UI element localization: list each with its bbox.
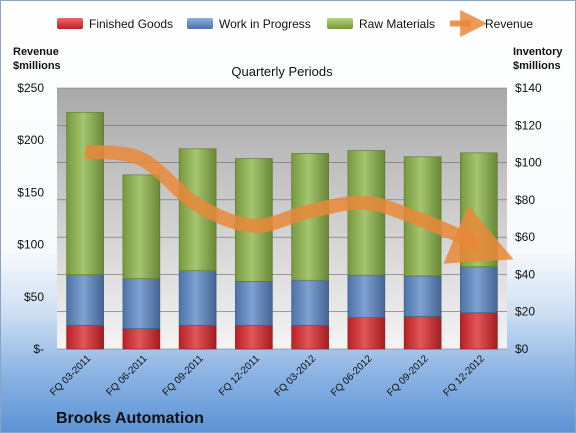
bar-raw-materials [122,174,161,280]
category-label: FQ 06-2011 [105,353,150,398]
legend-swatch-raw-materials [327,18,353,29]
right-axis-ticks: $0 $20 $40 $60 $80 $100 $120 $140 [515,81,542,356]
legend: Finished Goods Work in Progress Raw Mate… [57,10,533,37]
right-tick-label: $0 [515,342,529,356]
legend-label-revenue: Revenue [485,17,533,31]
right-tick-label: $40 [515,267,535,281]
bar-finished-goods [403,316,442,350]
right-tick-label: $120 [515,118,542,132]
bar-work-in-progress [235,281,273,326]
right-tick-label: $100 [515,156,542,170]
company-name: Brooks Automation [56,410,204,427]
bar-finished-goods [122,328,161,350]
category-label: FQ 12-2011 [217,353,262,398]
left-axis-title-line1: Revenue [13,46,59,58]
bar-finished-goods [347,317,386,350]
legend-label-work-in-progress: Work in Progress [219,17,311,31]
revenue-line [84,144,514,264]
left-tick-label: $100 [17,238,44,252]
left-tick-label: $250 [17,81,44,95]
chart-title: Quarterly Periods [231,64,333,79]
bar-raw-materials [347,150,386,276]
right-tick-label: $20 [515,305,535,319]
left-tick-label: $- [33,342,44,356]
bar-finished-goods [178,325,217,350]
category-label: FQ 09-2012 [385,353,431,399]
category-label: FQ 12-2012 [441,353,487,399]
legend-label-raw-materials: Raw Materials [359,17,435,31]
legend-label-finished-goods: Finished Goods [89,17,173,31]
left-tick-label: $150 [17,185,44,199]
bar-work-in-progress [291,279,329,326]
legend-item-finished-goods: Finished Goods [57,17,173,31]
category-label: FQ 03-2012 [273,353,319,399]
bar-work-in-progress [122,278,161,329]
legend-swatch-work-in-progress [187,18,213,29]
bar-finished-goods [235,325,273,350]
bar-raw-materials [66,111,104,276]
left-axis-title-line2: $millions [13,60,61,72]
legend-item-work-in-progress: Work in Progress [187,17,311,31]
bar-stack-group [66,111,498,350]
right-tick-label: $140 [515,81,542,95]
category-label: FQ 03-2011 [48,353,93,398]
right-tick-label: $80 [515,193,535,207]
left-tick-label: $200 [17,133,44,147]
bar-work-in-progress [178,270,217,326]
category-labels: FQ 03-2011 FQ 06-2011 FQ 09-2011 FQ 12-2011… [48,353,487,399]
left-axis-ticks: $- $50 $100 $150 $200 $250 [17,81,44,356]
legend-item-revenue: Revenue [450,10,533,37]
bar-work-in-progress [403,275,442,317]
bar-work-in-progress [347,274,386,318]
revenue-line-group [84,144,514,264]
bar-finished-goods [66,325,104,350]
legend-swatch-finished-goods [57,18,83,29]
category-label: FQ 09-2011 [161,353,206,398]
left-tick-label: $50 [24,290,44,304]
bar-raw-materials [460,152,498,268]
right-axis-title-line1: Inventory [513,46,563,58]
bar-work-in-progress [460,266,498,314]
bar-finished-goods [460,312,498,350]
right-tick-label: $60 [515,230,535,244]
bar-work-in-progress [66,274,104,326]
bar-finished-goods [291,325,329,350]
legend-item-raw-materials: Raw Materials [327,17,435,31]
right-axis-title-line2: $millions [513,60,561,72]
category-label: FQ 06-2012 [329,353,375,399]
